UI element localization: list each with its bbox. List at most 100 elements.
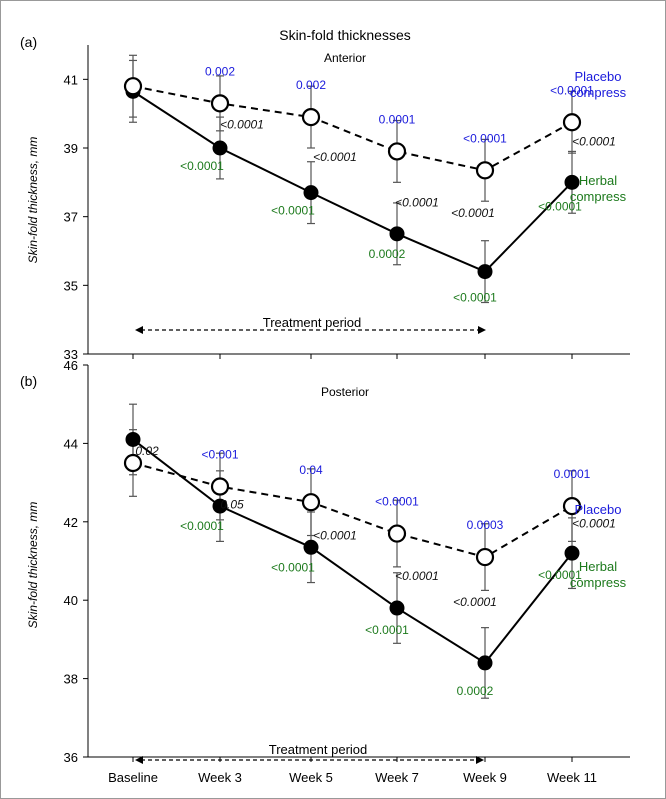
treatment-arrow-right-head — [478, 326, 486, 334]
herbal-p-value: <0.0001 — [538, 199, 582, 213]
legend-placebo: Placebo — [575, 502, 622, 517]
herbal-point — [389, 226, 405, 242]
y-tick-label: 44 — [64, 436, 78, 451]
x-tick-label: Week 5 — [289, 770, 333, 785]
y-tick-label: 41 — [64, 72, 78, 87]
placebo-p-value: <0.0001 — [550, 83, 594, 97]
treatment-arrow-left-head — [135, 756, 143, 764]
between-group-p-value: 0.02 — [135, 444, 159, 458]
placebo-p-value: 0.0003 — [467, 518, 504, 532]
placebo-point — [562, 113, 582, 132]
between-group-p-value: <0.0001 — [220, 118, 264, 132]
legend-herbal: Herbal — [579, 173, 617, 188]
placebo-point — [475, 161, 495, 180]
herbal-point — [564, 545, 580, 561]
between-group-p-value: <0.0001 — [572, 134, 616, 148]
panel-a: (a) Anterior Skin-fold thickness, mm Tre… — [20, 34, 630, 362]
herbal-point — [125, 431, 141, 447]
placebo-point — [210, 477, 230, 496]
placebo-point — [123, 453, 143, 473]
herbal-p-value: <0.0001 — [453, 291, 497, 305]
placebo-p-value: 0.04 — [299, 463, 323, 477]
x-tick-label: Week 7 — [375, 770, 419, 785]
placebo-p-value: 0.002 — [296, 78, 326, 92]
legend-herbal: Herbal — [579, 559, 617, 574]
panel-b-ylabel: Skin-fold thickness, mm — [26, 502, 40, 629]
legend-placebo: Placebo — [575, 69, 622, 84]
herbal-point — [477, 264, 493, 280]
herbal-series-line — [132, 90, 573, 273]
y-tick-label: 42 — [64, 515, 78, 530]
herbal-series-line — [132, 438, 573, 665]
herbal-p-value: 0.0002 — [457, 684, 494, 698]
herbal-p-value: <0.0001 — [538, 568, 582, 582]
x-tick-label: Week 11 — [547, 770, 597, 785]
herbal-point — [303, 539, 319, 555]
placebo-point — [387, 142, 407, 161]
placebo-series-line — [132, 85, 573, 172]
y-tick-label: 37 — [64, 210, 78, 225]
placebo-point — [123, 77, 143, 96]
y-tick-label: 46 — [64, 358, 78, 373]
panel-a-letter: (a) — [20, 34, 37, 50]
placebo-p-value: <0.0001 — [375, 495, 419, 509]
between-group-p-value: <0.0001 — [572, 517, 616, 531]
herbal-point — [477, 655, 493, 671]
legend-herbal: compress — [570, 575, 627, 590]
placebo-p-value: 0.0001 — [379, 112, 416, 126]
between-group-p-value: <0.0001 — [453, 595, 497, 609]
y-tick-label: 36 — [64, 750, 78, 765]
panel-b: (b) Posterior Skin-fold thickness, mm Tr… — [20, 358, 630, 765]
x-tick-label: Week 9 — [463, 770, 507, 785]
between-group-p-value: <0.0001 — [313, 150, 357, 164]
treatment-arrow-left-head — [135, 326, 143, 334]
panel-b-period-label: Treatment period — [269, 742, 368, 757]
placebo-p-value: <0.001 — [201, 448, 238, 462]
legend-herbal: compress — [570, 189, 627, 204]
x-axis-labels: Baseline Week 3 Week 5 Week 7 Week 9 Week 11 — [108, 770, 597, 785]
placebo-point — [387, 524, 407, 543]
y-tick-label: 35 — [64, 278, 78, 293]
between-group-p-value: <0.0001 — [313, 529, 357, 543]
panel-a-ylabel: Skin-fold thickness, mm — [26, 137, 40, 264]
placebo-point — [301, 493, 321, 512]
panel-a-period-label: Treatment period — [263, 315, 362, 330]
herbal-point — [389, 600, 405, 616]
herbal-p-value: <0.0001 — [180, 519, 224, 533]
figure-title: Skin-fold thicknesses — [279, 27, 411, 43]
placebo-point — [301, 107, 321, 127]
herbal-point — [212, 498, 228, 514]
y-tick-label: 33 — [64, 347, 78, 362]
x-tick-label: Week 3 — [198, 770, 242, 785]
placebo-p-value: 0.0001 — [554, 467, 591, 481]
herbal-point — [564, 174, 580, 190]
between-group-p-value: 0.05 — [220, 497, 244, 511]
placebo-series-line — [132, 462, 573, 559]
between-group-p-value: <0.0001 — [395, 196, 439, 210]
placebo-p-value: 0.002 — [205, 64, 235, 78]
placebo-p-value: <0.0001 — [463, 131, 507, 145]
herbal-p-value: 0.0002 — [369, 247, 406, 261]
y-tick-label: 38 — [64, 672, 78, 687]
herbal-p-value: <0.0001 — [271, 204, 315, 218]
placebo-point — [210, 94, 230, 113]
placebo-point — [475, 547, 495, 567]
between-group-p-value: <0.0001 — [451, 206, 495, 220]
herbal-p-value: <0.0001 — [365, 623, 409, 637]
panel-a-subtitle: Anterior — [324, 51, 366, 65]
y-tick-label: 39 — [64, 141, 78, 156]
herbal-p-value: <0.0001 — [180, 159, 224, 173]
herbal-p-value: <0.0001 — [271, 560, 315, 574]
panel-b-subtitle: Posterior — [321, 385, 369, 399]
legend-placebo: compress — [570, 85, 627, 100]
x-tick-label: Baseline — [108, 770, 158, 785]
placebo-point — [562, 497, 582, 516]
herbal-point — [212, 140, 228, 156]
herbal-point — [303, 185, 319, 201]
treatment-arrow-right-head — [476, 756, 484, 764]
y-tick-label: 40 — [64, 593, 78, 608]
panel-b-letter: (b) — [20, 373, 37, 389]
between-group-p-value: <0.0001 — [395, 569, 439, 583]
